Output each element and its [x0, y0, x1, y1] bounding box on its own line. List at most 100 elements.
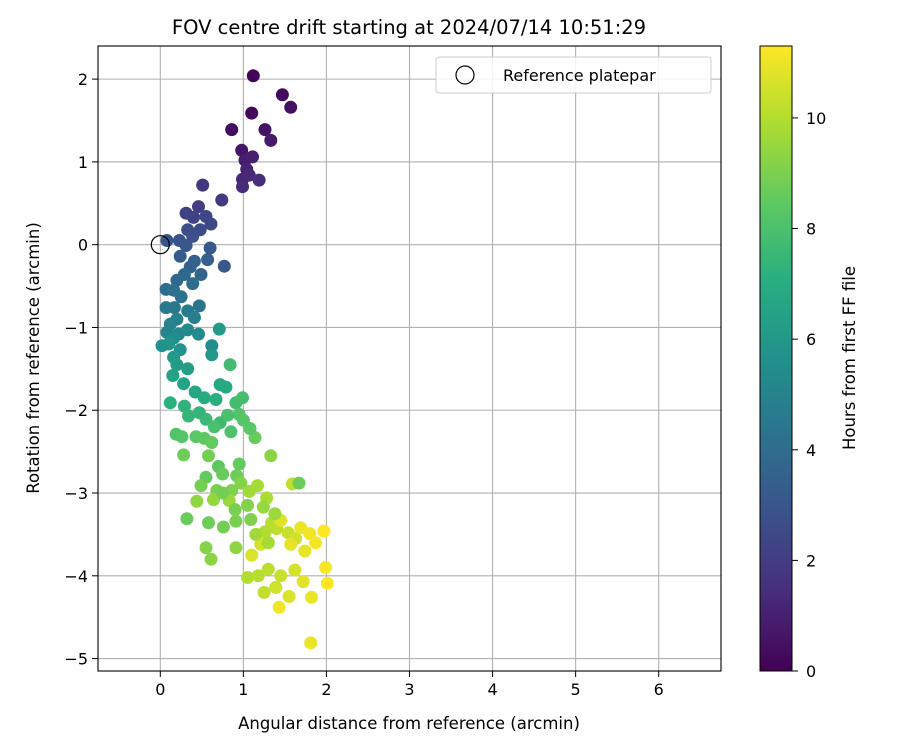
data-point	[236, 413, 250, 427]
x-tick-label: 2	[321, 680, 331, 699]
data-point	[242, 168, 256, 182]
data-point	[201, 253, 215, 267]
y-tick-label: −1	[64, 318, 88, 337]
data-point	[229, 541, 243, 555]
colorbar-tick-label: 0	[806, 662, 816, 681]
data-point	[202, 449, 215, 463]
grid	[98, 46, 721, 671]
data-point	[170, 358, 184, 372]
data-point	[282, 590, 296, 603]
data-point	[224, 425, 238, 439]
y-tick-label: −4	[64, 567, 88, 586]
colorbar-gradient	[759, 45, 793, 672]
x-tick-label: 4	[487, 680, 497, 699]
data-point	[241, 498, 254, 512]
y-tick-label: −2	[64, 401, 88, 420]
data-point	[274, 569, 288, 583]
data-point	[173, 249, 187, 263]
data-point	[177, 377, 191, 391]
data-point	[236, 391, 249, 405]
data-point	[292, 476, 306, 490]
data-point	[203, 241, 217, 255]
reference-platepar-marker	[150, 235, 170, 255]
data-point	[202, 516, 215, 530]
data-point	[196, 178, 210, 192]
data-point	[228, 503, 242, 517]
legend-label-reference: Reference platepar	[503, 66, 656, 85]
colorbar-label: Hours from first FF file	[840, 266, 859, 450]
y-tick-label: −5	[64, 650, 88, 669]
colorbar: 0 2 4 6 8 10 Hours from first FF file	[759, 45, 859, 681]
data-point	[257, 585, 271, 599]
data-point	[177, 448, 191, 462]
data-point	[177, 399, 191, 413]
data-point	[197, 391, 211, 405]
data-point	[309, 536, 323, 550]
data-point	[284, 100, 298, 114]
legend-marker-reference	[455, 65, 475, 85]
data-point	[187, 210, 200, 224]
data-point	[186, 277, 200, 291]
y-tick-label: 0	[78, 236, 88, 255]
data-point	[181, 323, 195, 337]
data-point	[166, 369, 180, 382]
x-tick-label: 6	[654, 680, 664, 699]
data-point	[216, 520, 230, 534]
data-point	[182, 409, 195, 423]
data-point	[288, 563, 302, 577]
legend-box	[435, 56, 712, 94]
colorbar-tick-label: 6	[806, 330, 816, 349]
data-point	[215, 193, 229, 207]
data-point	[177, 268, 191, 281]
data-point	[192, 200, 205, 214]
x-tick-label: 5	[571, 680, 581, 699]
data-point	[251, 479, 264, 493]
data-point	[223, 358, 237, 372]
colorbar-tick-label: 2	[806, 551, 816, 570]
data-point	[205, 348, 219, 362]
y-axis-label: Rotation from reference (arcmin)	[24, 222, 43, 494]
x-tick-label: 3	[404, 680, 414, 699]
data-point	[320, 576, 334, 590]
data-point	[194, 479, 208, 493]
y-tick-label: 1	[78, 153, 88, 172]
data-point	[241, 571, 254, 584]
data-point	[180, 512, 194, 526]
data-point	[162, 337, 176, 351]
data-point	[174, 290, 188, 304]
data-point	[221, 408, 235, 422]
data-point	[207, 420, 221, 434]
data-point	[194, 268, 208, 281]
data-point	[187, 311, 201, 324]
data-point	[245, 106, 259, 120]
x-tick-label: 0	[155, 680, 165, 699]
reference-marker-group	[150, 235, 170, 255]
data-point	[319, 561, 333, 574]
y-axis-ticks: −5 −4 −3 −2 −1 0 1 2	[64, 70, 98, 669]
data-point	[190, 494, 204, 508]
legend: Reference platepar	[435, 56, 712, 94]
data-point	[160, 234, 174, 247]
data-point	[212, 322, 226, 336]
y-tick-label: 2	[78, 70, 88, 89]
data-point	[251, 569, 265, 583]
data-point	[305, 590, 318, 604]
data-point	[298, 544, 312, 558]
data-point	[181, 362, 195, 376]
data-point	[199, 541, 213, 555]
data-point	[272, 600, 286, 614]
data-point	[192, 327, 205, 341]
chart-title: FOV centre drift starting at 2024/07/14 …	[172, 16, 646, 39]
colorbar-tick-label: 8	[806, 220, 816, 239]
data-point	[258, 123, 272, 137]
data-points	[155, 69, 334, 650]
data-point	[246, 69, 260, 83]
data-point	[268, 507, 282, 521]
data-point	[261, 536, 275, 550]
data-point	[252, 173, 266, 187]
data-point	[229, 514, 243, 528]
colorbar-tick-label: 10	[806, 109, 826, 128]
data-point	[236, 180, 249, 194]
data-point	[232, 457, 246, 471]
